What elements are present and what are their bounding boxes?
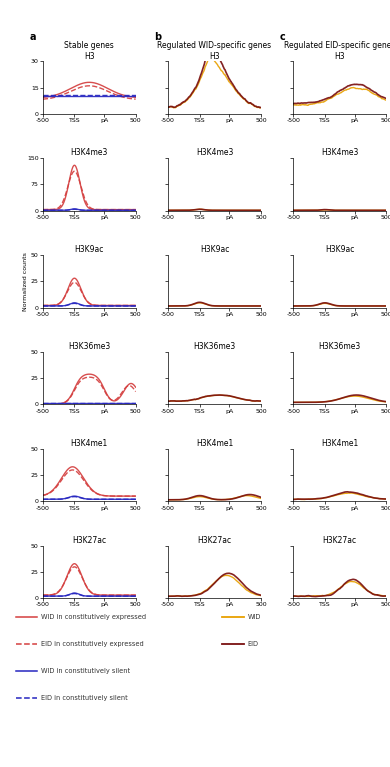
- Title: H3K4me3: H3K4me3: [321, 149, 358, 157]
- Title: H3: H3: [209, 51, 220, 61]
- Title: H3K36me3: H3K36me3: [68, 342, 110, 351]
- Text: EID in constitutively expressed: EID in constitutively expressed: [41, 641, 144, 647]
- Text: EID in constitutively silent: EID in constitutively silent: [41, 695, 128, 701]
- Title: H3K9ac: H3K9ac: [74, 245, 104, 255]
- Text: WID: WID: [248, 614, 261, 621]
- Title: H3K4me3: H3K4me3: [196, 149, 233, 157]
- Text: a: a: [29, 32, 36, 42]
- Text: Stable genes: Stable genes: [64, 41, 114, 50]
- Title: H3K27ac: H3K27ac: [323, 536, 357, 545]
- Text: Regulated WID-specific genes: Regulated WID-specific genes: [158, 41, 271, 50]
- Title: H3K27ac: H3K27ac: [72, 536, 106, 545]
- Title: H3K36me3: H3K36me3: [319, 342, 361, 351]
- Text: EID: EID: [248, 641, 259, 647]
- Text: WID in constitutively expressed: WID in constitutively expressed: [41, 614, 146, 621]
- Title: H3: H3: [84, 51, 95, 61]
- Text: WID in constitutively silent: WID in constitutively silent: [41, 668, 130, 674]
- Title: H3K9ac: H3K9ac: [325, 245, 355, 255]
- Text: b: b: [154, 32, 161, 42]
- Title: H3K27ac: H3K27ac: [197, 536, 232, 545]
- Y-axis label: Normalized counts: Normalized counts: [23, 252, 28, 311]
- Title: H3K4me1: H3K4me1: [196, 439, 233, 448]
- Text: c: c: [280, 32, 285, 42]
- Title: H3K4me1: H3K4me1: [71, 439, 108, 448]
- Title: H3K36me3: H3K36me3: [193, 342, 236, 351]
- Title: H3K4me3: H3K4me3: [71, 149, 108, 157]
- Text: Regulated EID-specific genes: Regulated EID-specific genes: [284, 41, 390, 50]
- Title: H3: H3: [334, 51, 345, 61]
- Title: H3K9ac: H3K9ac: [200, 245, 229, 255]
- Title: H3K4me1: H3K4me1: [321, 439, 358, 448]
